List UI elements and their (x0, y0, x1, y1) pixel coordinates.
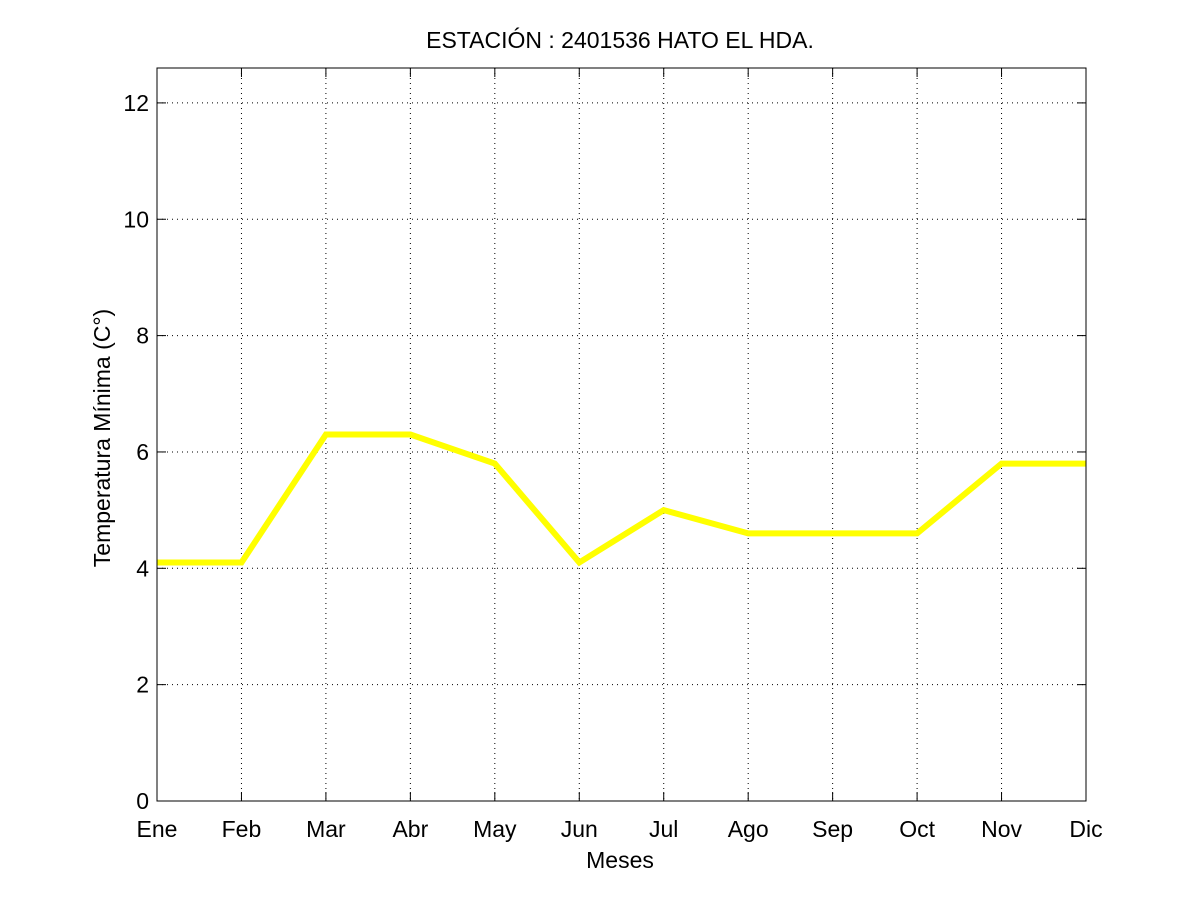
y-tick-label: 2 (136, 672, 149, 698)
data-point-ago (747, 532, 749, 534)
x-tick-label: Ago (728, 816, 769, 842)
y-tick-label: 8 (136, 323, 149, 349)
axis-ticks (156, 68, 1087, 802)
x-tick-label: Abr (392, 816, 428, 842)
y-axis-label: Temperatura Mínima (C°) (89, 309, 115, 567)
x-tick-label: Dic (1069, 816, 1102, 842)
data-point-jun (578, 561, 580, 563)
y-tick-label: 0 (136, 788, 149, 814)
y-tick-label: 4 (136, 555, 149, 581)
data-point-abr (409, 434, 411, 435)
data-point-sep (832, 532, 834, 534)
data-point-may (494, 463, 496, 465)
y-tick-labels: 0 2 4 6 8 10 12 (123, 90, 149, 814)
grid-lines (157, 68, 1086, 801)
x-tick-labels: Ene Feb Mar Abr May Jun Jul Ago Sep Oct Nov Dic (137, 816, 1103, 842)
x-tick-label: Feb (222, 816, 262, 842)
x-tick-label: Jun (561, 816, 598, 842)
x-tick-label: Jul (649, 816, 678, 842)
x-tick-label: Sep (812, 816, 853, 842)
x-tick-label: Oct (899, 816, 935, 842)
data-point-mar (325, 434, 327, 435)
data-point-nov (1001, 463, 1003, 465)
x-tick-label: Nov (981, 816, 1022, 842)
x-tick-label: May (473, 816, 517, 842)
data-point-oct (916, 532, 918, 534)
y-tick-label: 6 (136, 439, 149, 465)
data-point-jul (663, 509, 665, 511)
series-line (157, 431, 1086, 567)
plot-frame (156, 67, 1087, 802)
data-point-feb (240, 561, 242, 563)
data-series (156, 431, 1087, 567)
y-tick-label: 12 (123, 90, 149, 116)
x-tick-label: Ene (137, 816, 178, 842)
x-tick-label: Mar (306, 816, 346, 842)
x-axis-label: Meses (586, 847, 654, 873)
y-tick-label: 10 (123, 206, 149, 232)
chart-title: ESTACIÓN : 2401536 HATO EL HDA. (426, 27, 814, 53)
